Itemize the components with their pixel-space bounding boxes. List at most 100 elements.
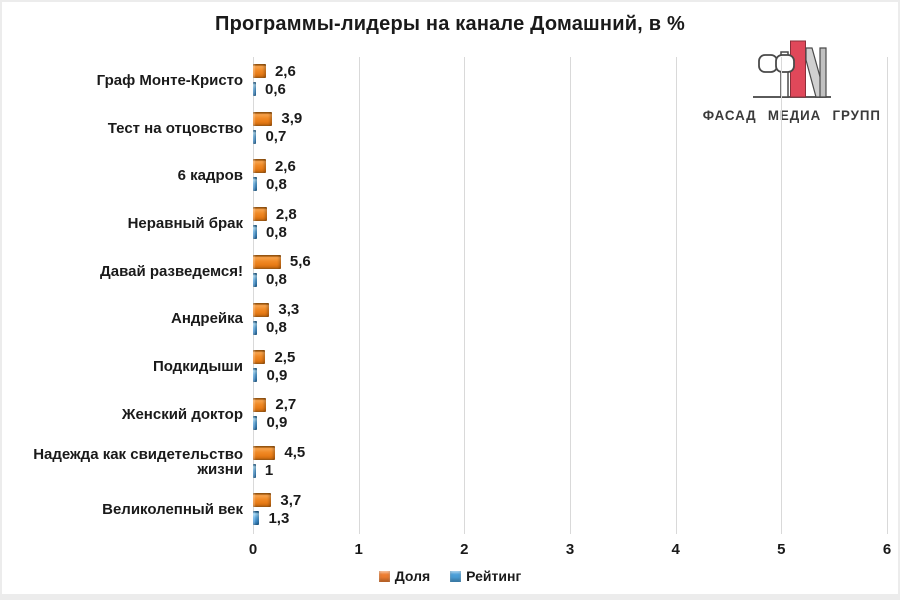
legend-label: Рейтинг bbox=[466, 568, 522, 584]
bar-row: 2,6 0,8 bbox=[253, 152, 887, 200]
value-label: 0,8 bbox=[265, 223, 287, 241]
bar-line-reyting: 0,8 bbox=[253, 319, 287, 336]
share-bar bbox=[253, 254, 281, 269]
share-bar bbox=[253, 445, 276, 460]
bar-line-dolya: 2,8 bbox=[253, 206, 297, 223]
legend-item-reyting: Рейтинг bbox=[450, 568, 521, 584]
bar-line-dolya: 5,6 bbox=[253, 253, 311, 270]
value-label: 1,3 bbox=[268, 509, 290, 527]
category-label: Надежда как свидетельство жизни bbox=[33, 445, 243, 479]
share-bar bbox=[253, 64, 266, 78]
bar-line-dolya: 2,6 bbox=[253, 158, 296, 175]
gridline bbox=[781, 57, 783, 534]
legend-swatch-reyting bbox=[450, 570, 462, 582]
rating-bar bbox=[253, 129, 257, 144]
value-label: 0,6 bbox=[264, 80, 286, 98]
x-tick-label: 0 bbox=[248, 541, 258, 558]
logo: ФАСАД МЕДИА ГРУПП bbox=[692, 36, 892, 123]
bar-line-reyting: 1 bbox=[253, 462, 274, 480]
value-label: 4,5 bbox=[284, 444, 306, 462]
x-axis: 0 1 2 3 4 5 6 bbox=[249, 541, 891, 561]
category-label: Давай разведемся! bbox=[100, 262, 243, 280]
bar-row: 2,6 0,6 bbox=[253, 57, 887, 105]
value-label: 1 bbox=[264, 462, 274, 480]
bar-row: 4,5 1 bbox=[253, 439, 887, 487]
x-tick-label: 1 bbox=[354, 541, 363, 558]
bar-line-reyting: 0,7 bbox=[253, 128, 287, 146]
x-tick-label: 2 bbox=[460, 541, 469, 558]
bar-row: 5,6 0,8 bbox=[253, 248, 887, 296]
value-label: 2,8 bbox=[275, 205, 297, 223]
category-labels-column: Граф Монте-Кристо Тест на отцовство 6 кадр… bbox=[2, 57, 245, 534]
value-label: 0,9 bbox=[266, 414, 288, 432]
category-label: Неравный брак bbox=[127, 215, 243, 233]
rating-bar bbox=[253, 272, 257, 287]
category-label: Подкидыши bbox=[152, 358, 243, 376]
gridline bbox=[358, 57, 360, 534]
legend-item-dolya: Доля bbox=[378, 568, 431, 584]
legend: Доля Рейтинг bbox=[2, 568, 898, 584]
bar-line-reyting: 0,6 bbox=[253, 80, 286, 98]
category-label: Великолепный век bbox=[102, 501, 243, 519]
value-label: 3,9 bbox=[281, 110, 303, 128]
value-label: 2,5 bbox=[274, 348, 296, 366]
legend-label: Доля bbox=[394, 568, 431, 584]
value-label: 0,8 bbox=[265, 175, 287, 193]
legend-swatch-dolya bbox=[378, 570, 390, 582]
value-label: 0,7 bbox=[265, 128, 287, 146]
gridline bbox=[253, 57, 254, 534]
bar-line-dolya: 3,7 bbox=[253, 492, 301, 509]
rating-bar bbox=[253, 463, 256, 478]
category-label: Женский доктор bbox=[121, 405, 243, 423]
share-bar bbox=[253, 302, 270, 317]
bar-row: 3,7 1,3 bbox=[253, 486, 887, 534]
plot-area: 2,6 0,6 3,9 0,7 2,6 0,8 2,8 0,8 5,6 0,8 3,3 0,8 2,5 0… bbox=[253, 57, 888, 534]
category-label: Андрейка bbox=[171, 310, 243, 328]
value-label: 0,9 bbox=[266, 366, 288, 384]
share-bar bbox=[253, 111, 273, 126]
rating-bar bbox=[253, 320, 257, 335]
bar-line-reyting: 0,9 bbox=[253, 367, 287, 384]
bar-row: 2,5 0,9 bbox=[253, 343, 887, 391]
bar-line-dolya: 2,6 bbox=[253, 63, 296, 80]
share-bar bbox=[253, 397, 267, 412]
bar-line-dolya: 4,5 bbox=[253, 444, 305, 461]
bar-row: 3,9 0,7 bbox=[253, 105, 887, 153]
bar-line-reyting: 0,8 bbox=[253, 224, 287, 241]
value-label: 0,8 bbox=[265, 319, 287, 336]
category-label: Граф Монте-Кристо bbox=[96, 71, 243, 89]
rating-bar bbox=[253, 82, 256, 96]
logo-text: ФАСАД МЕДИА ГРУПП bbox=[702, 107, 882, 123]
share-bar bbox=[253, 207, 267, 222]
value-label: 2,7 bbox=[275, 396, 297, 414]
category-label: 6 кадров bbox=[177, 167, 243, 185]
rating-bar bbox=[253, 368, 258, 383]
value-label: 3,3 bbox=[278, 301, 300, 318]
bar-line-reyting: 1,3 bbox=[253, 510, 289, 527]
value-label: 2,6 bbox=[274, 157, 296, 175]
category-label: Тест на отцовство bbox=[107, 119, 243, 137]
bar-line-reyting: 0,8 bbox=[253, 176, 287, 193]
bar-row: 2,8 0,8 bbox=[253, 200, 887, 248]
gridline bbox=[887, 57, 888, 534]
bar-row: 3,3 0,8 bbox=[253, 296, 887, 344]
value-label: 5,6 bbox=[289, 253, 311, 271]
bar-line-reyting: 0,8 bbox=[253, 271, 287, 288]
chart-title: Программы-лидеры на канале Домашний, в % bbox=[215, 13, 685, 35]
value-label: 3,7 bbox=[280, 491, 302, 509]
gridline bbox=[570, 57, 571, 534]
value-label: 0,8 bbox=[265, 271, 287, 289]
rating-bar bbox=[253, 177, 257, 192]
x-tick-label: 6 bbox=[882, 541, 892, 558]
rating-bar bbox=[253, 511, 260, 526]
bar-row: 2,7 0,9 bbox=[253, 391, 887, 439]
x-tick-label: 5 bbox=[777, 541, 786, 558]
bar-line-dolya: 3,9 bbox=[253, 110, 302, 127]
gridline bbox=[464, 57, 466, 534]
bar-line-dolya: 3,3 bbox=[253, 301, 299, 318]
x-tick-label: 4 bbox=[671, 541, 680, 558]
x-tick-label: 3 bbox=[565, 541, 575, 558]
bar-line-reyting: 0,9 bbox=[253, 414, 287, 431]
share-bar bbox=[253, 350, 266, 365]
